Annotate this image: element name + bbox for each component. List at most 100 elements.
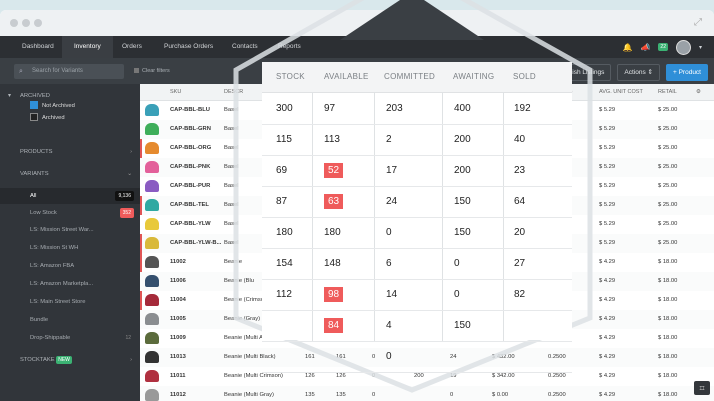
sidebar-item-ls-main-street[interactable]: LS: Main Street Store: [0, 294, 140, 310]
sku-cell[interactable]: CAP-BBL-PUR: [170, 183, 211, 189]
actions-dropdown[interactable]: Actions ⇕: [617, 64, 660, 81]
sku-cell[interactable]: 11009: [170, 335, 186, 341]
megaphone-icon[interactable]: 📣: [640, 42, 651, 52]
nav-dashboard[interactable]: Dashboard: [22, 43, 54, 50]
col-sku[interactable]: SKU: [170, 89, 182, 95]
table-row[interactable]: CAP-BBL-PUR Basel $ 5.29 $ 25.00: [140, 177, 714, 197]
table-row[interactable]: 11002 Beanie $ 4.29 $ 18.00: [140, 253, 714, 273]
gear-icon[interactable]: ⚙: [696, 89, 701, 95]
col-s[interactable]: S): [567, 89, 573, 95]
avg-cost-cell: $ 4.29: [599, 392, 616, 398]
product-thumbnail: [145, 142, 159, 154]
window-zoom-dot[interactable]: [34, 19, 42, 27]
nav-purchase-orders[interactable]: Purchase Orders: [164, 43, 214, 50]
sidebar-item-bundle[interactable]: Bundle: [0, 312, 140, 328]
table-row[interactable]: CAP-BBL-ORG Basel $ 5.29 $ 25.00: [140, 139, 714, 159]
low-stock-marker: [140, 253, 142, 272]
search-input[interactable]: ⌕ Search for Variants: [14, 64, 124, 79]
table-row[interactable]: CAP-BBL-TEL Basel $ 5.29 $ 25.00: [140, 196, 714, 216]
sidebar-archived-header[interactable]: ▾ ARCHIVED: [0, 88, 140, 104]
notification-badge[interactable]: 22: [658, 43, 668, 51]
sidebar-item-ls-amazon-fba[interactable]: LS: Amazon FBA: [0, 258, 140, 274]
retail-cell: $ 25.00: [658, 221, 678, 227]
sku-cell[interactable]: 11002: [170, 259, 186, 265]
chevron-down-icon[interactable]: ▾: [698, 44, 702, 51]
table-row[interactable]: CAP-BBL-YLW-B... Basel $ 5.29 $ 25.00: [140, 234, 714, 254]
table-row[interactable]: 11009 Beanie (Multi Army Green) 126 126 $ 48…: [140, 329, 714, 349]
sidebar-item-ls-mission-street[interactable]: LS: Mission Street War...: [0, 222, 140, 238]
fullscreen-icon[interactable]: ⤢: [694, 17, 702, 28]
nav-orders[interactable]: Orders: [122, 43, 142, 50]
col-retail[interactable]: RETAIL: [658, 89, 677, 95]
nav-contacts[interactable]: Contacts: [232, 43, 258, 50]
checkbox-icon[interactable]: [30, 101, 38, 110]
sku-cell[interactable]: 11011: [170, 373, 186, 379]
sidebar-item-ls-mission-st-wh[interactable]: LS: Mission St WH: [0, 240, 140, 256]
table-row[interactable]: 11006 Beanie (Blu $ 4.29 $ 18.00: [140, 272, 714, 292]
retail-cell: $ 18.00: [658, 278, 678, 284]
sidebar-variants-header[interactable]: VARIANTS ⌄: [0, 166, 140, 182]
filter-archived[interactable]: Archived: [0, 112, 140, 124]
table-row[interactable]: 11012 Beanie (Multi Gray) 135 135 0 0 $ 0.00 0.…: [140, 386, 714, 401]
sku-cell[interactable]: CAP-BBL-PNK: [170, 164, 211, 170]
description-cell: Basel: [224, 145, 239, 151]
sku-cell[interactable]: 11004: [170, 297, 186, 303]
retail-cell: $ 25.00: [658, 240, 678, 246]
sidebar-item-label: All: [30, 193, 37, 199]
sku-cell[interactable]: CAP-BBL-BLU: [170, 107, 210, 113]
col-avg-unit-cost[interactable]: AVG. UNIT COST: [599, 89, 643, 95]
nav-reports[interactable]: Reports: [278, 43, 301, 50]
stock-cell: 0.2500: [548, 316, 566, 322]
sku-cell[interactable]: 11005: [170, 316, 186, 322]
col-description[interactable]: DESCR: [224, 89, 244, 95]
count-badge: 12: [125, 335, 131, 341]
sku-cell[interactable]: CAP-BBL-TEL: [170, 202, 209, 208]
clear-filters-button[interactable]: Clear filters: [134, 64, 170, 79]
grid-toggle-icon[interactable]: ⌗: [694, 381, 710, 395]
sku-cell[interactable]: 11006: [170, 278, 186, 284]
window-minimize-dot[interactable]: [22, 19, 30, 27]
sku-cell[interactable]: 11012: [170, 392, 186, 398]
chevron-right-icon: ›: [130, 357, 132, 363]
avg-cost-cell: $ 5.29: [599, 107, 616, 113]
description-cell: Beanie (Multi Army Green): [224, 335, 293, 341]
avg-cost-cell: $ 4.29: [599, 354, 616, 360]
sidebar-products-header[interactable]: PRODUCTS ›: [0, 144, 140, 160]
archived-label: ARCHIVED: [20, 93, 50, 99]
stock-cell: 126: [336, 373, 346, 379]
table-row[interactable]: CAP-BBL-YLW Basel $ 5.29 $ 25.00: [140, 215, 714, 235]
table-row[interactable]: CAP-BBL-GRN Basel $ 5.29 $ 25.00: [140, 120, 714, 140]
sku-cell[interactable]: CAP-BBL-GRN: [170, 126, 211, 132]
title-bar: ⤢: [0, 10, 714, 37]
table-row[interactable]: 11004 Beanie (Crimson) $ 4.29 $ 18.00: [140, 291, 714, 311]
sidebar-item-low-stock[interactable]: Low Stock 352: [0, 205, 140, 221]
sidebar-item-ls-amazon-marketplace[interactable]: LS: Amazon Marketpla...: [0, 276, 140, 292]
sku-cell[interactable]: CAP-BBL-YLW-B...: [170, 240, 222, 246]
add-product-button[interactable]: + Product: [665, 64, 708, 81]
table-row[interactable]: 11013 Beanie (Multi Black) 161 161 0 24 $ 432.…: [140, 348, 714, 368]
sku-cell[interactable]: CAP-BBL-YLW: [170, 221, 211, 227]
table-row[interactable]: CAP-BBL-BLU Basel $ 5.29 $ 25.00: [140, 101, 714, 121]
stock-cell: 0: [450, 392, 454, 398]
avatar[interactable]: [675, 39, 691, 55]
description-cell: Basel: [224, 164, 239, 170]
sku-cell[interactable]: 11013: [170, 354, 186, 360]
stock-cell: $ 0.00: [492, 392, 509, 398]
table-row[interactable]: 11011 Beanie (Multi Crimson) 126 126 0 200 19 $…: [140, 367, 714, 387]
publish-listings-button[interactable]: Publish Listings: [552, 64, 612, 81]
bell-icon[interactable]: 🔔: [622, 42, 633, 52]
sku-cell[interactable]: CAP-BBL-ORG: [170, 145, 212, 151]
product-thumbnail: [145, 180, 159, 192]
avg-cost-cell: $ 5.29: [599, 183, 616, 189]
checkbox-icon[interactable]: [30, 113, 38, 122]
table-row[interactable]: 11005 Beanie (Gray) 10 $ 684.00 0.2500 $ 4.29…: [140, 310, 714, 330]
table-row[interactable]: CAP-BBL-PNK Basel $ 5.29 $ 25.00: [140, 158, 714, 178]
description-cell: Beanie (Gray): [224, 316, 261, 322]
nav-inventory[interactable]: Inventory: [62, 36, 113, 58]
sidebar-item-all[interactable]: All 9,136: [0, 188, 140, 204]
window-close-dot[interactable]: [10, 19, 18, 27]
filter-not-archived[interactable]: Not Archived: [0, 100, 140, 112]
sidebar-stocktake-header[interactable]: STOCKTAKE NEW ›: [0, 352, 140, 368]
variants-label: VARIANTS: [20, 171, 49, 177]
sidebar-item-drop-shippable[interactable]: Drop-Shippable 12: [0, 330, 140, 346]
